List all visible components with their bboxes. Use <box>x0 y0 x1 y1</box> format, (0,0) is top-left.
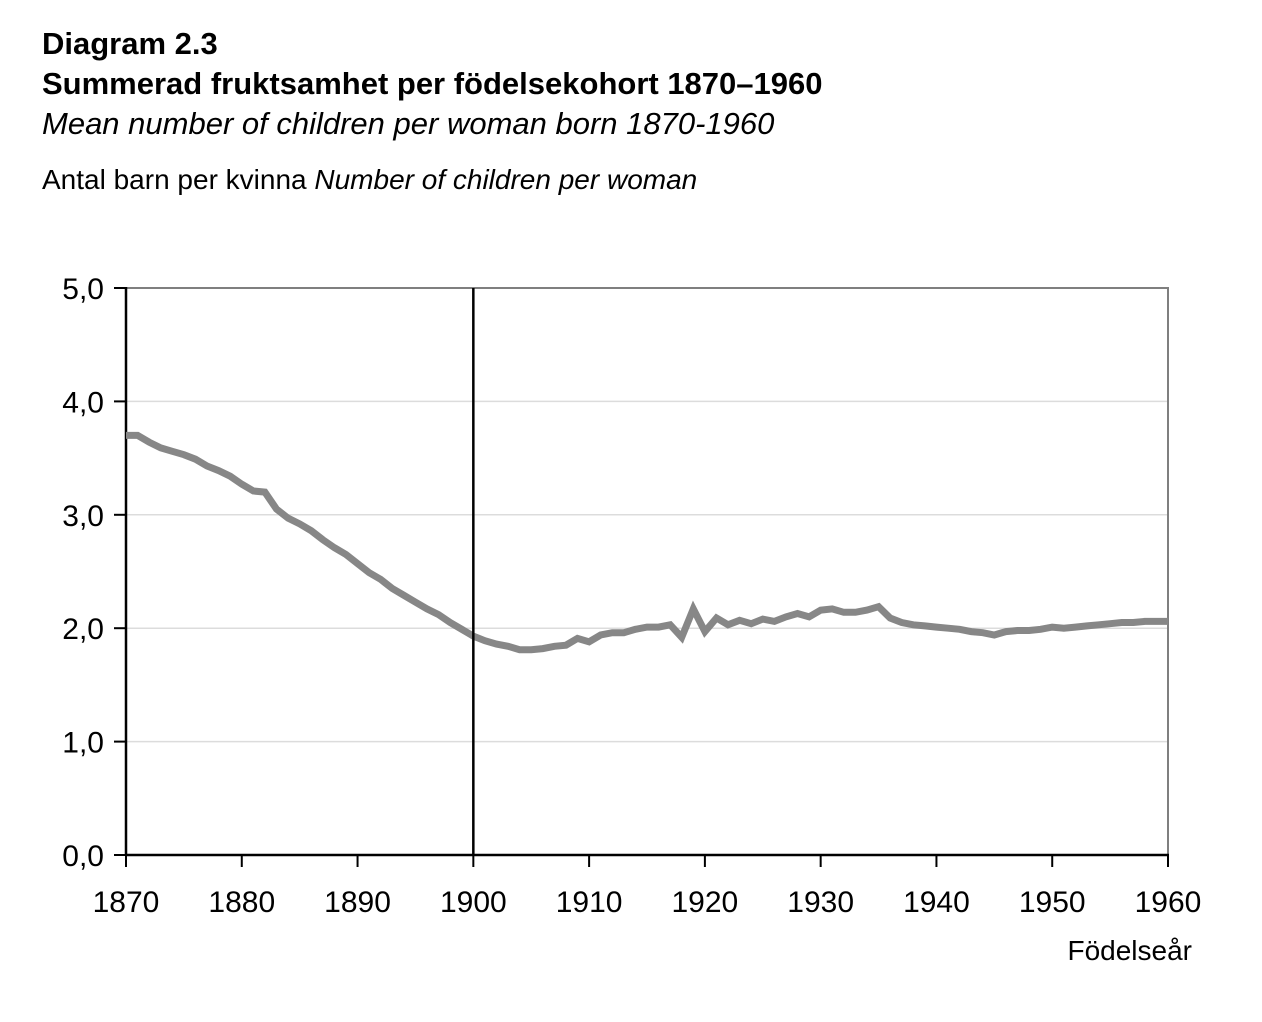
y-tick-label: 4,0 <box>62 386 104 419</box>
y-axis-caption: Antal barn per kvinna Number of children… <box>42 163 697 197</box>
y-tick-label: 3,0 <box>62 500 104 533</box>
y-tick-label: 5,0 <box>62 273 104 306</box>
x-tick-label: 1920 <box>672 886 739 919</box>
x-tick-label: 1930 <box>787 886 854 919</box>
title-swedish: Summerad fruktsamhet per födelsekohort 1… <box>42 66 823 101</box>
y-tick-label: 0,0 <box>62 840 104 873</box>
plot-frame <box>126 287 1169 855</box>
x-tick-label: 1890 <box>324 886 391 919</box>
y-tick-label: 1,0 <box>62 727 104 760</box>
x-tick-label: 1900 <box>440 886 507 919</box>
diagram-number: Diagram 2.3 <box>42 26 218 61</box>
x-axis-label: Födelseår <box>1067 935 1192 966</box>
x-tick-label: 1950 <box>1019 886 1086 919</box>
chart-header: Diagram 2.3 Summerad fruktsamhet per föd… <box>42 24 822 144</box>
y-tick-label: 2,0 <box>62 613 104 646</box>
x-tick-label: 1880 <box>208 886 275 919</box>
x-tick-label: 1870 <box>93 886 160 919</box>
fertility-series-line <box>126 431 1168 654</box>
x-tick-label: 1940 <box>903 886 970 919</box>
y-axis-caption-swedish: Antal barn per kvinna <box>42 164 307 195</box>
x-tick-label: 1960 <box>1135 886 1202 919</box>
x-tick-label: 1910 <box>556 886 623 919</box>
title-english: Mean number of children per woman born 1… <box>42 106 775 141</box>
y-axis-caption-english: Number of children per woman <box>314 164 698 195</box>
